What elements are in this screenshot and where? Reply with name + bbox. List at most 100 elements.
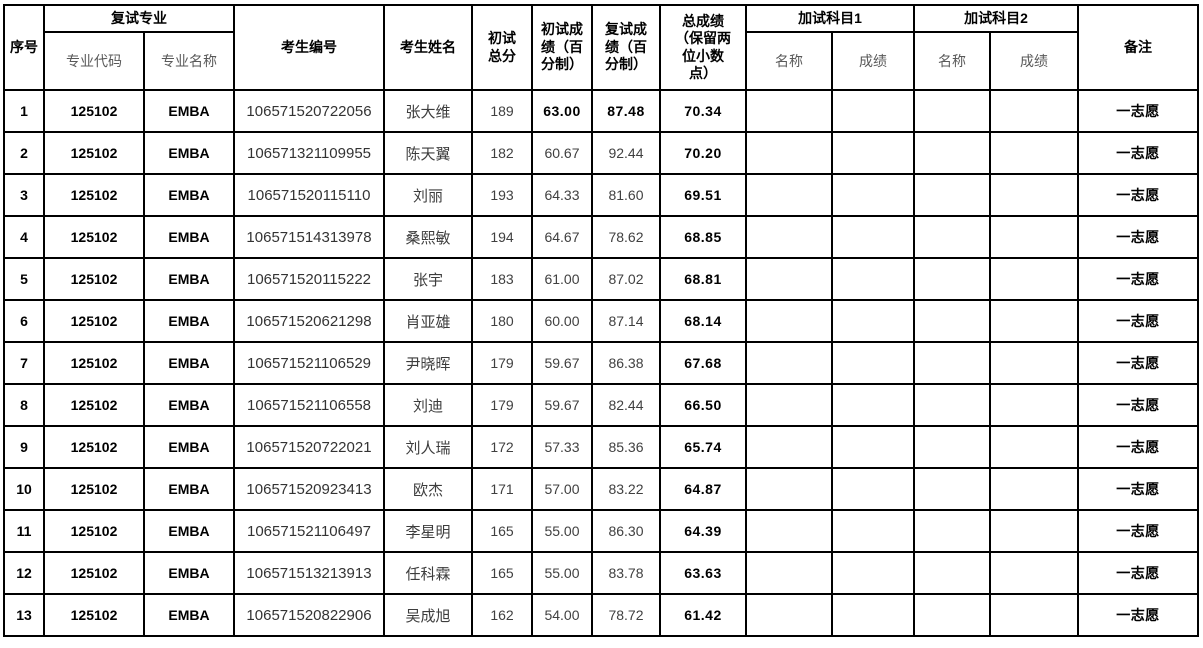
cell-total-score: 64.87 xyxy=(659,467,747,511)
cell-extra2-score xyxy=(989,509,1080,553)
cell-major-name: EMBA xyxy=(143,509,235,553)
cell-remark: 一志愿 xyxy=(1077,551,1200,595)
cell-remark: 一志愿 xyxy=(1077,509,1200,553)
cell-extra1-score xyxy=(830,89,916,133)
cell-extra1-score xyxy=(830,425,916,469)
cell-initial-total: 165 xyxy=(471,551,533,595)
header-retest-major-group: 复试专业 xyxy=(43,4,235,33)
cell-candidate-id: 106571520722056 xyxy=(233,89,385,133)
header-extra2-name: 名称 xyxy=(913,31,992,91)
cell-extra1-score xyxy=(830,383,916,427)
cell-total-score: 65.74 xyxy=(659,425,747,469)
cell-total-score: 69.51 xyxy=(659,173,747,217)
cell-remark: 一志愿 xyxy=(1077,299,1200,343)
header-extra-subject1-group: 加试科目1 xyxy=(744,4,916,33)
header-total-score: 总成绩 （保留两 位小数 点） xyxy=(659,4,747,91)
cell-major-code: 125102 xyxy=(43,89,145,133)
cell-total-score: 67.68 xyxy=(659,341,747,385)
cell-total-score: 70.20 xyxy=(659,131,747,175)
table-row: 3 125102 EMBA 106571520115110 刘丽 193 64.33 81.6… xyxy=(3,173,1200,217)
cell-candidate-id: 106571520115222 xyxy=(233,257,385,301)
cell-candidate-name: 尹晓晖 xyxy=(383,341,473,385)
header-extra1-name: 名称 xyxy=(745,31,833,91)
cell-retest-score: 78.62 xyxy=(591,215,661,259)
header-major-code: 专业代码 xyxy=(43,31,145,91)
cell-extra2-name xyxy=(913,467,992,511)
table-row: 7 125102 EMBA 106571521106529 尹晓晖 179 59.67 86.… xyxy=(3,341,1200,385)
cell-initial-score: 57.00 xyxy=(531,467,593,511)
cell-extra1-name xyxy=(745,257,833,301)
cell-candidate-name: 欧杰 xyxy=(383,467,473,511)
table-header: 序号 复试专业 考生编号 考生姓名 初试 总分 初试成 绩（百 分制） 复试成 … xyxy=(3,4,1200,91)
cell-major-code: 125102 xyxy=(43,341,145,385)
cell-initial-total: 182 xyxy=(471,131,533,175)
cell-major-code: 125102 xyxy=(43,131,145,175)
cell-candidate-id: 106571520722021 xyxy=(233,425,385,469)
cell-major-name: EMBA xyxy=(143,551,235,595)
cell-extra1-score xyxy=(830,131,916,175)
cell-retest-score: 78.72 xyxy=(591,593,661,637)
cell-extra1-name xyxy=(745,383,833,427)
cell-total-score: 68.14 xyxy=(659,299,747,343)
cell-extra2-score xyxy=(989,593,1080,637)
cell-candidate-id: 106571520115110 xyxy=(233,173,385,217)
header-extra2-score: 成绩 xyxy=(989,31,1080,91)
header-initial-total: 初试 总分 xyxy=(471,4,533,91)
cell-extra1-score xyxy=(830,551,916,595)
cell-candidate-name: 吴成旭 xyxy=(383,593,473,637)
cell-extra2-score xyxy=(989,383,1080,427)
cell-extra2-name xyxy=(913,509,992,553)
cell-extra1-name xyxy=(745,299,833,343)
cell-retest-score: 82.44 xyxy=(591,383,661,427)
table-row: 13 125102 EMBA 106571520822906 吴成旭 162 54.00 78… xyxy=(3,593,1200,637)
cell-candidate-id: 106571521106529 xyxy=(233,341,385,385)
table-row: 10 125102 EMBA 106571520923413 欧杰 171 57.00 83.… xyxy=(3,467,1200,511)
cell-initial-total: 165 xyxy=(471,509,533,553)
table-row: 5 125102 EMBA 106571520115222 张宇 183 61.00 87.0… xyxy=(3,257,1200,301)
table-row: 2 125102 EMBA 106571321109955 陈天翼 182 60.67 92.… xyxy=(3,131,1200,175)
cell-initial-score: 54.00 xyxy=(531,593,593,637)
cell-remark: 一志愿 xyxy=(1077,89,1200,133)
cell-seq: 6 xyxy=(3,299,45,343)
cell-extra1-name xyxy=(745,425,833,469)
cell-initial-total: 171 xyxy=(471,467,533,511)
cell-major-name: EMBA xyxy=(143,131,235,175)
cell-extra2-score xyxy=(989,131,1080,175)
cell-retest-score: 87.14 xyxy=(591,299,661,343)
cell-extra2-name xyxy=(913,551,992,595)
cell-seq: 10 xyxy=(3,467,45,511)
cell-seq: 3 xyxy=(3,173,45,217)
cell-extra1-name xyxy=(745,341,833,385)
header-candidate-id: 考生编号 xyxy=(233,4,385,91)
cell-retest-score: 81.60 xyxy=(591,173,661,217)
cell-major-name: EMBA xyxy=(143,467,235,511)
cell-candidate-id: 106571521106497 xyxy=(233,509,385,553)
cell-initial-total: 179 xyxy=(471,341,533,385)
cell-retest-score: 85.36 xyxy=(591,425,661,469)
cell-extra2-name xyxy=(913,89,992,133)
cell-candidate-name: 刘人瑞 xyxy=(383,425,473,469)
cell-seq: 1 xyxy=(3,89,45,133)
cell-seq: 12 xyxy=(3,551,45,595)
cell-initial-score: 59.67 xyxy=(531,341,593,385)
cell-seq: 11 xyxy=(3,509,45,553)
cell-retest-score: 86.38 xyxy=(591,341,661,385)
cell-initial-total: 179 xyxy=(471,383,533,427)
cell-initial-total: 194 xyxy=(471,215,533,259)
cell-extra2-name xyxy=(913,425,992,469)
cell-major-code: 125102 xyxy=(43,299,145,343)
cell-extra2-score xyxy=(989,425,1080,469)
cell-candidate-name: 陈天翼 xyxy=(383,131,473,175)
cell-extra2-score xyxy=(989,551,1080,595)
cell-extra1-name xyxy=(745,215,833,259)
cell-extra2-score xyxy=(989,299,1080,343)
cell-retest-score: 87.48 xyxy=(591,89,661,133)
cell-total-score: 68.85 xyxy=(659,215,747,259)
cell-major-name: EMBA xyxy=(143,173,235,217)
header-retest-score: 复试成 绩（百 分制） xyxy=(591,4,661,91)
cell-major-code: 125102 xyxy=(43,551,145,595)
cell-extra1-name xyxy=(745,131,833,175)
cell-remark: 一志愿 xyxy=(1077,215,1200,259)
cell-seq: 4 xyxy=(3,215,45,259)
cell-seq: 13 xyxy=(3,593,45,637)
